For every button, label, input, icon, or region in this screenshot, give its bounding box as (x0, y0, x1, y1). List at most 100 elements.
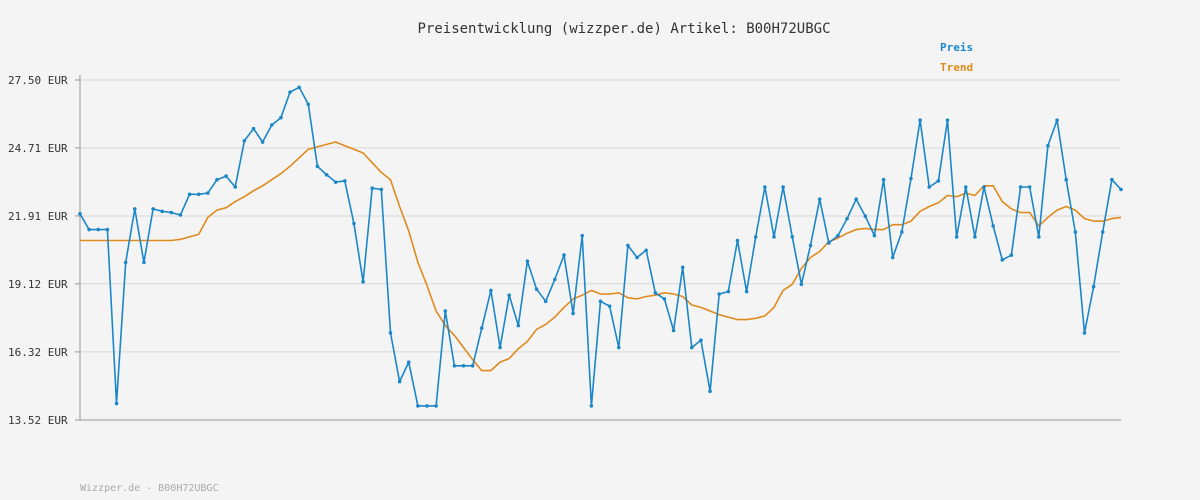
preis-point (1055, 118, 1059, 122)
preis-point (927, 185, 932, 189)
preis-point (854, 197, 858, 201)
preis-point (489, 288, 493, 293)
preis-point (881, 177, 886, 182)
preis-point (96, 227, 101, 232)
preis-point (1110, 177, 1114, 182)
preis-point (206, 191, 210, 195)
preis-point (790, 235, 795, 239)
preis-point (87, 227, 91, 232)
preis-point (178, 213, 183, 217)
y-tick-label: 21.91 EUR (8, 210, 68, 223)
preis-point (753, 235, 758, 239)
y-tick-label: 27.50 EUR (8, 74, 68, 87)
preis-point (416, 404, 420, 408)
preis-point (890, 255, 895, 260)
preis-point (196, 192, 201, 197)
preis-point (909, 176, 913, 181)
preis-point (343, 179, 347, 183)
legend-preis: Preis (940, 41, 973, 54)
y-tick-label: 16.32 EUR (8, 346, 68, 359)
preis-point (900, 230, 904, 234)
preis-point (215, 177, 219, 182)
preis-point (123, 260, 128, 265)
preis-point (1100, 230, 1105, 234)
preis-point (142, 260, 146, 265)
series-layer (78, 85, 1123, 408)
y-tick-label: 24.71 EUR (8, 142, 68, 155)
preis-point (315, 164, 320, 169)
preis-point (224, 174, 228, 178)
preis-point (653, 291, 658, 295)
preis-point (616, 345, 621, 350)
chart-title: Preisentwicklung (wizzper.de) Artikel: B… (417, 21, 830, 37)
preis-point (1082, 331, 1087, 335)
footer-credit: Wizzper.de - B00H72UBGC (80, 483, 218, 494)
preis-point (671, 328, 676, 333)
preis-point (1073, 230, 1078, 234)
preis-point (443, 309, 448, 313)
preis-point (479, 326, 484, 330)
preis-point (1091, 284, 1096, 289)
preis-point (105, 227, 110, 232)
preis-point (324, 173, 329, 177)
preis-point (580, 233, 585, 238)
preis-point (169, 210, 174, 215)
preis-point (333, 180, 338, 184)
preis-point (187, 192, 192, 197)
preis-point (607, 304, 612, 308)
grid-lines (80, 79, 1121, 421)
preis-point (1064, 177, 1069, 182)
preis-point (297, 85, 301, 90)
preis-point (388, 331, 393, 335)
preis-point (562, 253, 566, 257)
preis-point (151, 207, 155, 211)
preis-point (553, 277, 557, 282)
preis-point (699, 338, 703, 343)
preis-point (242, 139, 247, 143)
preis-point (434, 404, 438, 408)
preis-point (406, 360, 411, 364)
preis-point (543, 299, 548, 304)
preis-point (836, 233, 840, 238)
preis-point (991, 224, 995, 228)
preis-point (680, 265, 685, 270)
preis-point (288, 90, 292, 94)
preis-point (799, 282, 804, 287)
preis-point (397, 379, 402, 384)
preis-point (425, 404, 429, 408)
preis-point (845, 216, 849, 221)
preis-point (598, 299, 603, 304)
preis-point (826, 241, 831, 245)
preis-point (662, 297, 667, 301)
preis-point (954, 235, 959, 239)
preis-point (982, 185, 986, 189)
preis-point (233, 185, 238, 189)
preis-point (626, 243, 630, 248)
preis-point (516, 323, 521, 328)
preis-point (114, 401, 119, 406)
preis-point (936, 179, 941, 183)
preis-point (781, 185, 785, 189)
preis-point (507, 293, 511, 298)
preis-point (644, 248, 648, 253)
trend-line (80, 141, 1122, 372)
preis-point (534, 287, 539, 291)
preis-point (708, 389, 712, 394)
preis-point (817, 197, 822, 201)
preis-point (379, 187, 384, 192)
preis-point (918, 118, 922, 122)
preis-point (635, 255, 639, 260)
preis-point (160, 209, 164, 214)
preis-point (717, 292, 722, 296)
preis-point (352, 221, 356, 226)
preis-point (690, 345, 694, 350)
preis-point (1046, 143, 1050, 148)
preis-point (525, 259, 530, 263)
preis-point (269, 123, 274, 127)
preis-point (361, 280, 365, 284)
preis-point (863, 214, 868, 218)
preis-point (132, 207, 137, 211)
legend-trend: Trend (940, 61, 973, 74)
preis-point (1018, 185, 1023, 189)
preis-point (589, 404, 594, 408)
